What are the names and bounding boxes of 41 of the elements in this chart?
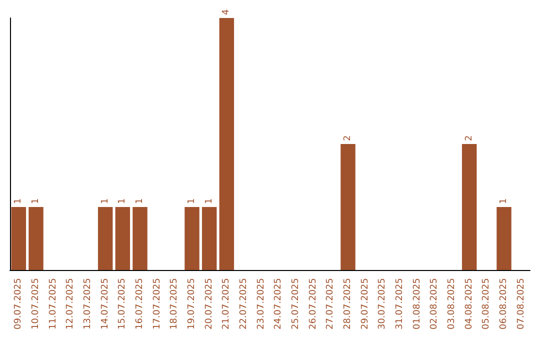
x-tick-label: 13.07.2025 — [83, 278, 93, 330]
x-tick-label: 06.08.2025 — [499, 278, 509, 330]
x-tick-label: 12.07.2025 — [66, 278, 76, 330]
x-tick-label: 24.07.2025 — [274, 278, 284, 330]
x-tick-label: 23.07.2025 — [256, 278, 266, 330]
x-tick-label: 03.08.2025 — [447, 278, 457, 330]
x-tick-label: 01.08.2025 — [412, 278, 422, 330]
x-tick-label: 10.07.2025 — [31, 278, 41, 330]
data-label: 1 — [14, 198, 24, 204]
x-tick-label: 04.08.2025 — [464, 278, 474, 330]
x-tick-label: 17.07.2025 — [152, 278, 162, 330]
x-tick-label: 30.07.2025 — [378, 278, 388, 330]
x-tick-label: 20.07.2025 — [204, 278, 214, 330]
x-tick-label: 02.08.2025 — [430, 278, 440, 330]
x-tick-label: 29.07.2025 — [360, 278, 370, 330]
x-tick-label: 27.07.2025 — [326, 278, 336, 330]
x-tick-label: 19.07.2025 — [187, 278, 197, 330]
data-label: 2 — [464, 135, 474, 141]
x-tick-label: 25.07.2025 — [291, 278, 301, 330]
data-label: 1 — [100, 198, 110, 204]
data-label: 4 — [222, 9, 232, 15]
x-tick-label: 09.07.2025 — [14, 278, 24, 330]
data-label: 1 — [118, 198, 128, 204]
data-label: 1 — [204, 198, 214, 204]
x-tick-label: 26.07.2025 — [308, 278, 318, 330]
x-tick-label: 31.07.2025 — [395, 278, 405, 330]
data-label: 1 — [499, 198, 509, 204]
x-tick-label: 16.07.2025 — [135, 278, 145, 330]
x-tick-label: 15.07.2025 — [118, 278, 128, 330]
x-tick-label: 18.07.2025 — [170, 278, 180, 330]
data-label: 2 — [343, 135, 353, 141]
x-tick-label: 07.08.2025 — [516, 278, 526, 330]
x-tick-label: 11.07.2025 — [48, 278, 58, 330]
data-label: 1 — [31, 198, 41, 204]
x-tick-label: 21.07.2025 — [222, 278, 232, 330]
data-label: 1 — [135, 198, 145, 204]
x-tick-label: 14.07.2025 — [100, 278, 110, 330]
data-label: 1 — [187, 198, 197, 204]
x-tick-label: 22.07.2025 — [239, 278, 249, 330]
x-tick-label: 28.07.2025 — [343, 278, 353, 330]
x-tick-label: 05.08.2025 — [482, 278, 492, 330]
